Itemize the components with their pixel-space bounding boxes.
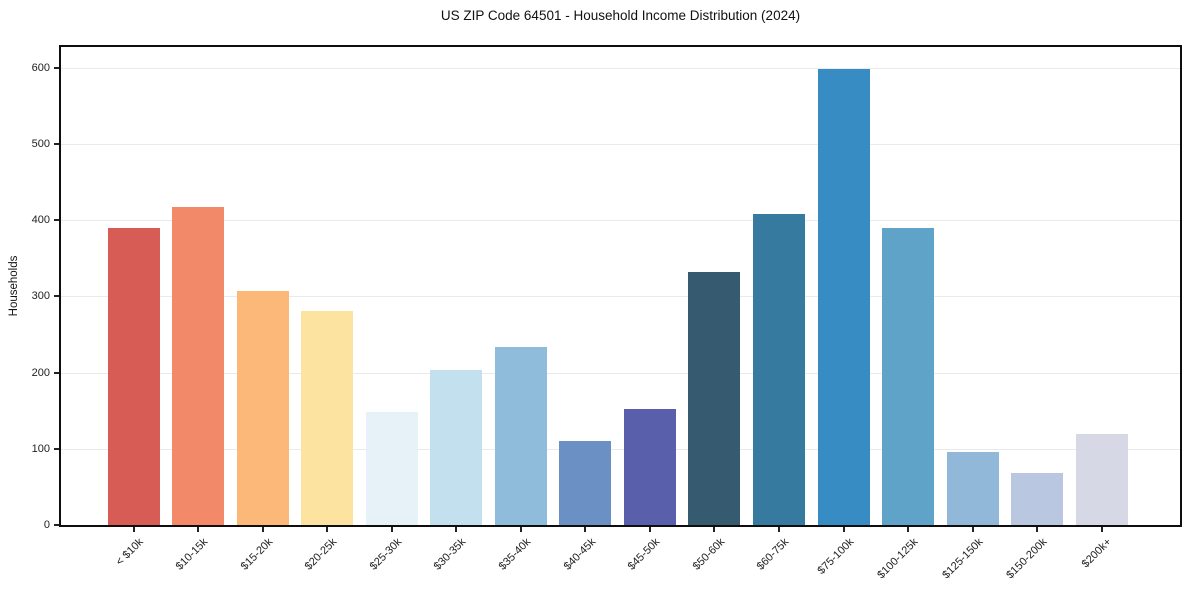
y-tick-label-200: 200: [31, 366, 50, 379]
y-tick-label-500: 500: [31, 137, 50, 150]
x-tick-label-12: $75-100k: [815, 536, 857, 577]
x-tick-label-14: $125-150k: [939, 536, 986, 582]
x-tick-mark: [1100, 527, 1103, 532]
x-tick-mark: [971, 527, 974, 532]
y-tick-mark: [54, 66, 59, 69]
x-tick-mark: [584, 527, 587, 532]
y-axis-label: Households: [8, 255, 20, 317]
x-tick-label-8: $40-45k: [561, 536, 598, 573]
x-tick-mark: [648, 527, 651, 532]
bar-15-20k: [236, 290, 289, 525]
gridline-300: [61, 296, 1180, 298]
bar-10k: [107, 227, 160, 525]
gridline-400: [61, 220, 1180, 222]
x-tick-mark: [326, 527, 329, 532]
x-tick-mark: [713, 527, 716, 532]
x-tick-label-10: $50-60k: [690, 536, 727, 573]
bar-200k: [1075, 433, 1128, 525]
x-tick-label-7: $35-40k: [496, 536, 534, 573]
y-tick-mark: [54, 371, 59, 374]
x-tick-label-2: $10-15k: [173, 536, 211, 573]
bar-125-150k: [946, 451, 999, 525]
x-tick-mark: [132, 527, 135, 532]
chart-title: US ZIP Code 64501 - Household Income Dis…: [440, 8, 801, 23]
x-tick-mark: [519, 527, 522, 532]
x-tick-label-15: $150-200k: [1004, 536, 1050, 582]
y-tick-label-300: 300: [31, 290, 50, 303]
y-tick-mark: [54, 524, 59, 526]
x-tick-mark: [907, 527, 910, 532]
x-tick-label-6: $30-35k: [432, 536, 469, 573]
plot-area: [59, 45, 1182, 527]
x-tick-label-11: $60-75k: [754, 536, 792, 573]
bar-25-30k: [365, 412, 418, 525]
y-tick-label-100: 100: [31, 442, 50, 455]
gridline-600: [61, 67, 1180, 69]
bar-30-35k: [430, 370, 483, 525]
x-tick-mark: [455, 527, 458, 532]
x-tick-mark: [261, 527, 264, 532]
x-tick-mark: [778, 527, 780, 532]
gridline-100: [61, 448, 1180, 450]
x-tick-label-3: $15-20k: [238, 536, 276, 573]
gridline-200: [61, 372, 1180, 374]
x-tick-label-13: $100-125k: [875, 536, 921, 582]
bar-35-40k: [494, 347, 547, 525]
x-tick-label-16: $200k+: [1080, 536, 1115, 571]
x-tick-label-5: $25-30k: [367, 536, 405, 573]
x-tick-label-4: $20-25k: [303, 536, 340, 573]
bar-100-125k: [882, 227, 935, 525]
x-tick-label-9: $45-50k: [625, 536, 663, 573]
y-tick-label-600: 600: [31, 61, 50, 74]
bar-150-200k: [1011, 473, 1064, 525]
y-tick-mark: [54, 219, 59, 222]
y-tick-mark: [54, 142, 59, 145]
bar-60-75k: [753, 213, 805, 525]
y-tick-label-400: 400: [31, 214, 50, 227]
y-tick-mark: [54, 447, 59, 450]
y-tick-label-0: 0: [43, 519, 50, 531]
x-tick-mark: [1036, 527, 1039, 532]
x-tick-mark: [842, 527, 845, 532]
bar-20-25k: [301, 310, 354, 525]
bar-45-50k: [623, 409, 676, 525]
y-tick-mark: [54, 295, 59, 298]
x-tick-label-1: < $10k: [113, 536, 146, 569]
bar-10-15k: [172, 207, 225, 525]
bar-75-100k: [817, 69, 870, 525]
gridline-500: [61, 143, 1180, 145]
x-tick-mark: [390, 527, 393, 532]
bar-50-60k: [688, 271, 741, 525]
bar-40-45k: [559, 441, 612, 525]
x-tick-mark: [197, 527, 200, 532]
